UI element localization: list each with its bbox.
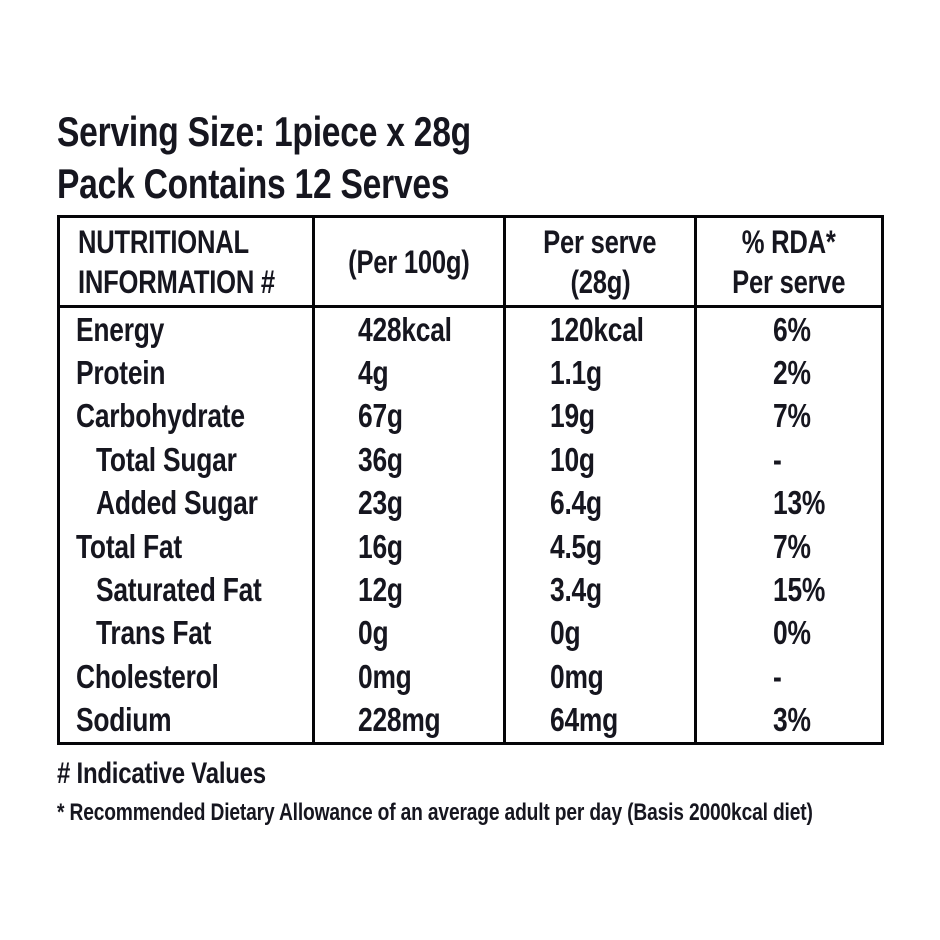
per-100g-value-cell: 16g xyxy=(315,525,506,569)
per-serve-value-cell: 0g xyxy=(506,611,697,656)
per-100g-value-cell: 4g xyxy=(315,351,506,395)
rda-value-cell: - xyxy=(773,657,782,695)
header-per-serve-line2: (28g) xyxy=(570,263,630,300)
rda-value-cell: 6% xyxy=(773,310,811,348)
per-serve-value-cell: 120kcal xyxy=(506,308,697,352)
nutrient-name-cell: Trans Fat xyxy=(60,611,315,656)
rda-value-cell: - xyxy=(773,440,782,478)
header-per-serve-line1: Per serve xyxy=(543,223,657,260)
per-100g-value-cell: 0g xyxy=(315,611,506,656)
nutrient-name-cell: Total Sugar xyxy=(60,438,315,482)
rda-value-cell: 3% xyxy=(773,701,811,739)
nutrient-name-cell: Cholesterol xyxy=(60,655,315,699)
rda-value-cell: 0% xyxy=(773,614,811,652)
nutrient-name-cell: Sodium xyxy=(60,698,315,742)
col-header-nutritional-information: NUTRITIONAL INFORMATION # xyxy=(60,218,315,308)
header-info-line1: NUTRITIONAL xyxy=(78,223,249,260)
nutrient-name-cell: Saturated Fat xyxy=(60,568,315,612)
per-100g-value-cell: 228mg xyxy=(315,698,506,742)
per-serve-value-cell: 1.1g xyxy=(506,351,697,395)
rda-value-cell: 13% xyxy=(773,484,826,522)
serving-size-value: Serving Size: 1piece x 28g xyxy=(57,108,471,155)
nutrient-name-cell: Energy xyxy=(60,308,315,352)
col-header-rda-per-serve: % RDA* Per serve xyxy=(697,218,881,308)
pack-contains-text: Pack Contains 12 Serves xyxy=(57,158,574,210)
label-titles: Serving Size: 1piece x 28g Pack Contains… xyxy=(57,106,574,210)
nutrition-table: NUTRITIONAL INFORMATION # (Per 100g) Per… xyxy=(57,215,884,745)
pack-contains-value: Pack Contains 12 Serves xyxy=(57,160,450,207)
nutrient-name-cell: Added Sugar xyxy=(60,481,315,525)
per-100g-value-cell: 67g xyxy=(315,394,506,439)
per-100g-value-cell: 428kcal xyxy=(315,308,506,352)
footnote-indicative-values: # Indicative Values xyxy=(57,757,266,790)
per-100g-value-cell: 0mg xyxy=(315,655,506,699)
per-serve-value-cell: 64mg xyxy=(506,698,697,742)
per-serve-value-cell: 10g xyxy=(506,438,697,482)
per-100g-value-cell: 12g xyxy=(315,568,506,612)
per-serve-value-cell: 6.4g xyxy=(506,481,697,525)
per-100g-value-cell: 36g xyxy=(315,438,506,482)
header-per-100g-text: (Per 100g) xyxy=(348,243,470,280)
header-rda-line2: Per serve xyxy=(732,263,846,300)
footnote-rda-definition: * Recommended Dietary Allowance of an av… xyxy=(57,799,813,826)
rda-value-cell: 2% xyxy=(773,354,811,392)
serving-size-text: Serving Size: 1piece x 28g xyxy=(57,106,574,158)
rda-value-cell: 7% xyxy=(773,397,811,435)
per-serve-value-cell: 4.5g xyxy=(506,525,697,569)
rda-value-cell: 7% xyxy=(773,527,811,565)
header-info-line2: INFORMATION # xyxy=(78,263,275,300)
nutrient-name-cell: Total Fat xyxy=(60,525,315,569)
col-header-per-serve: Per serve (28g) xyxy=(506,218,697,308)
nutrient-name-cell: Protein xyxy=(60,351,315,395)
per-serve-value-cell: 3.4g xyxy=(506,568,697,612)
rda-value-cell: 15% xyxy=(773,571,826,609)
header-rda-line1: % RDA* xyxy=(742,223,836,260)
footnotes: # Indicative Values * Recommended Dietar… xyxy=(57,756,940,828)
per-serve-value-cell: 0mg xyxy=(506,655,697,699)
per-100g-value-cell: 23g xyxy=(315,481,506,525)
nutrient-name-cell: Carbohydrate xyxy=(60,394,315,439)
col-header-per-100g: (Per 100g) xyxy=(315,218,506,308)
per-serve-value-cell: 19g xyxy=(506,394,697,439)
